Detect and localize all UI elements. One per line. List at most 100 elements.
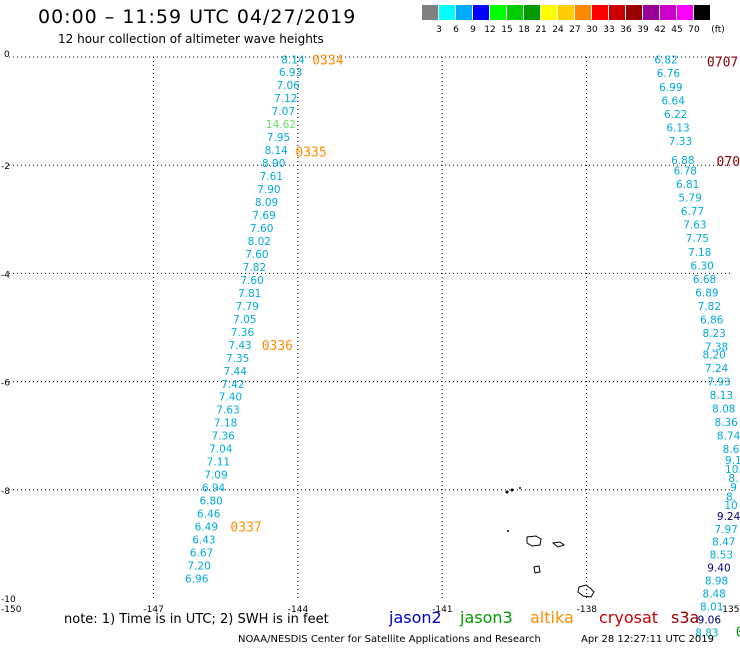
- island-lanai: [533, 565, 541, 574]
- wave-height-value: 6.46: [197, 509, 221, 521]
- legend-swatch: [677, 5, 693, 20]
- wave-height-value: 8.14: [264, 145, 288, 157]
- island-dot: [510, 488, 514, 492]
- x-tick-label: -141: [432, 605, 452, 615]
- satellite-tracks: 8.146.937.067.127.0714.627.958.148.907.6…: [185, 54, 740, 641]
- legend-label: 33: [603, 25, 615, 35]
- satellite-label-altika: altika: [530, 608, 574, 627]
- wave-height-value: 5.79: [678, 193, 701, 205]
- wave-height-value: 7.35: [226, 353, 249, 365]
- legend-swatch: [626, 5, 642, 20]
- credit-line: NOAA/NESDIS Center for Satellite Applica…: [238, 634, 541, 645]
- track-cryosat: 6.826.76 6.996.64 6.226.13 7.33 6.886.786.81…: [654, 55, 740, 640]
- x-tick-label: -135: [719, 605, 739, 615]
- hawaiian-islands-coastline: [505, 487, 595, 598]
- wave-height-value: 8.: [726, 491, 736, 503]
- x-tick-label: -147: [143, 605, 163, 615]
- map-title: 00:00 – 11:59 UTC 04/27/2019: [38, 6, 357, 28]
- legend-swatch: [541, 5, 557, 20]
- wave-height-value: 7.82: [243, 262, 266, 274]
- wave-height-value: 10: [724, 500, 737, 512]
- x-tick-label: -138: [577, 605, 598, 615]
- wave-height-value: 7.79: [236, 301, 259, 313]
- legend-unit: (ft): [711, 25, 725, 35]
- legend-label: 18: [518, 25, 530, 35]
- wave-height-value: 7.36: [231, 327, 255, 339]
- wave-height-value: 14.62: [266, 119, 296, 131]
- wave-height-value: 7.06: [276, 80, 300, 92]
- wave-height-value: 6.43: [192, 535, 215, 547]
- legend-swatch: [422, 5, 438, 20]
- track-altika: 8.146.937.067.127.0714.627.958.148.907.6…: [185, 54, 344, 586]
- wave-height-value: 6.93: [279, 67, 302, 79]
- map-subtitle: 12 hour collection of altimeter wave hei…: [58, 32, 324, 46]
- wave-height-value: 6.94: [202, 483, 226, 495]
- satellite-label-s3a: s3a: [671, 608, 700, 627]
- wave-height-value: 8.14: [281, 55, 305, 67]
- legend-swatch: [558, 5, 574, 20]
- wave-height-value: 7.63: [683, 220, 706, 232]
- wave-height-value: 7.44: [224, 366, 248, 378]
- y-tick-label: -10: [1, 595, 16, 605]
- wave-height-value: 8.74: [717, 431, 740, 443]
- wave-height-value: 7.82: [698, 301, 721, 313]
- wave-height-value: 6.82: [654, 55, 677, 67]
- wave-height-value: 7.36: [211, 431, 235, 443]
- legend-label: 3: [436, 25, 442, 35]
- wave-height-value: 8.13: [710, 390, 733, 402]
- island-dot: [519, 487, 521, 489]
- legend-label: 39: [637, 25, 649, 35]
- legend-label: 6: [453, 25, 459, 35]
- wave-height-value: 7.69: [252, 210, 275, 222]
- legend-swatch: [456, 5, 472, 20]
- y-tick-label: -2: [1, 162, 10, 172]
- island-dot: [507, 530, 509, 532]
- wave-height-value: 7.75: [686, 233, 709, 245]
- legend-swatch: [524, 5, 540, 20]
- wave-height-value: 7.18: [214, 418, 237, 430]
- island-oahu: [526, 535, 542, 547]
- wave-height-value: 7.60: [245, 249, 268, 261]
- wave-height-value: 7.97: [714, 524, 737, 536]
- legend-swatch: [507, 5, 523, 20]
- wave-height-value: 8.83: [695, 628, 718, 640]
- wave-height-value: 6.64: [662, 95, 686, 107]
- wave-height-value: 8.36: [714, 417, 738, 429]
- axis-tick-labels: -150 -147 -144 -141 -138 -135 0 -2 -4 -6 -8 -10: [1, 50, 739, 615]
- wave-height-value: 9.24: [717, 511, 740, 523]
- pass-time-label: 0706: [717, 155, 740, 170]
- wave-height-value: 7.61: [260, 171, 283, 183]
- wave-height-value: 7.42: [221, 379, 244, 391]
- pass-time-label: 0336: [262, 339, 293, 354]
- legend-label: 24: [552, 25, 564, 35]
- legend-swatch: [575, 5, 591, 20]
- pass-time-label: 0335: [295, 146, 326, 161]
- wave-height-value: 8.23: [702, 328, 725, 340]
- wave-height-value: 8.08: [712, 404, 735, 416]
- wave-height-value: 6.86: [700, 314, 724, 326]
- wave-height-value: 7.63: [216, 405, 239, 417]
- lat-lon-grid: [9, 56, 731, 598]
- legend-swatch: [490, 5, 506, 20]
- wave-height-value: 6.89: [695, 287, 718, 299]
- wave-height-value: 7.11: [207, 457, 230, 469]
- x-tick-label: -150: [1, 605, 22, 615]
- wave-height-value: 7.60: [250, 223, 273, 235]
- legend-swatch: [473, 5, 489, 20]
- wave-height-value: 6.68: [693, 274, 716, 286]
- wave-height-value: 8.02: [248, 236, 271, 248]
- wave-height-value: 7.24: [705, 363, 729, 375]
- wave-height-value: 6.13: [666, 122, 689, 134]
- legend-label: 36: [620, 25, 632, 35]
- generated-timestamp: Apr 28 12:27:11 UTC 2019: [581, 634, 714, 645]
- legend-swatch: [660, 5, 676, 20]
- wave-height-value: 9: [730, 482, 737, 494]
- legend-swatch: [439, 5, 455, 20]
- satellite-label-jason3: jason3: [460, 608, 513, 627]
- pass-time-label: 0334: [312, 54, 343, 69]
- wave-height-value: 7.05: [233, 314, 256, 326]
- legend-label: 30: [586, 25, 598, 35]
- wave-height-value: 8.: [728, 473, 738, 485]
- wave-height-value: 7.20: [187, 561, 210, 573]
- satellite-label-cryosat: cryosat: [599, 608, 659, 627]
